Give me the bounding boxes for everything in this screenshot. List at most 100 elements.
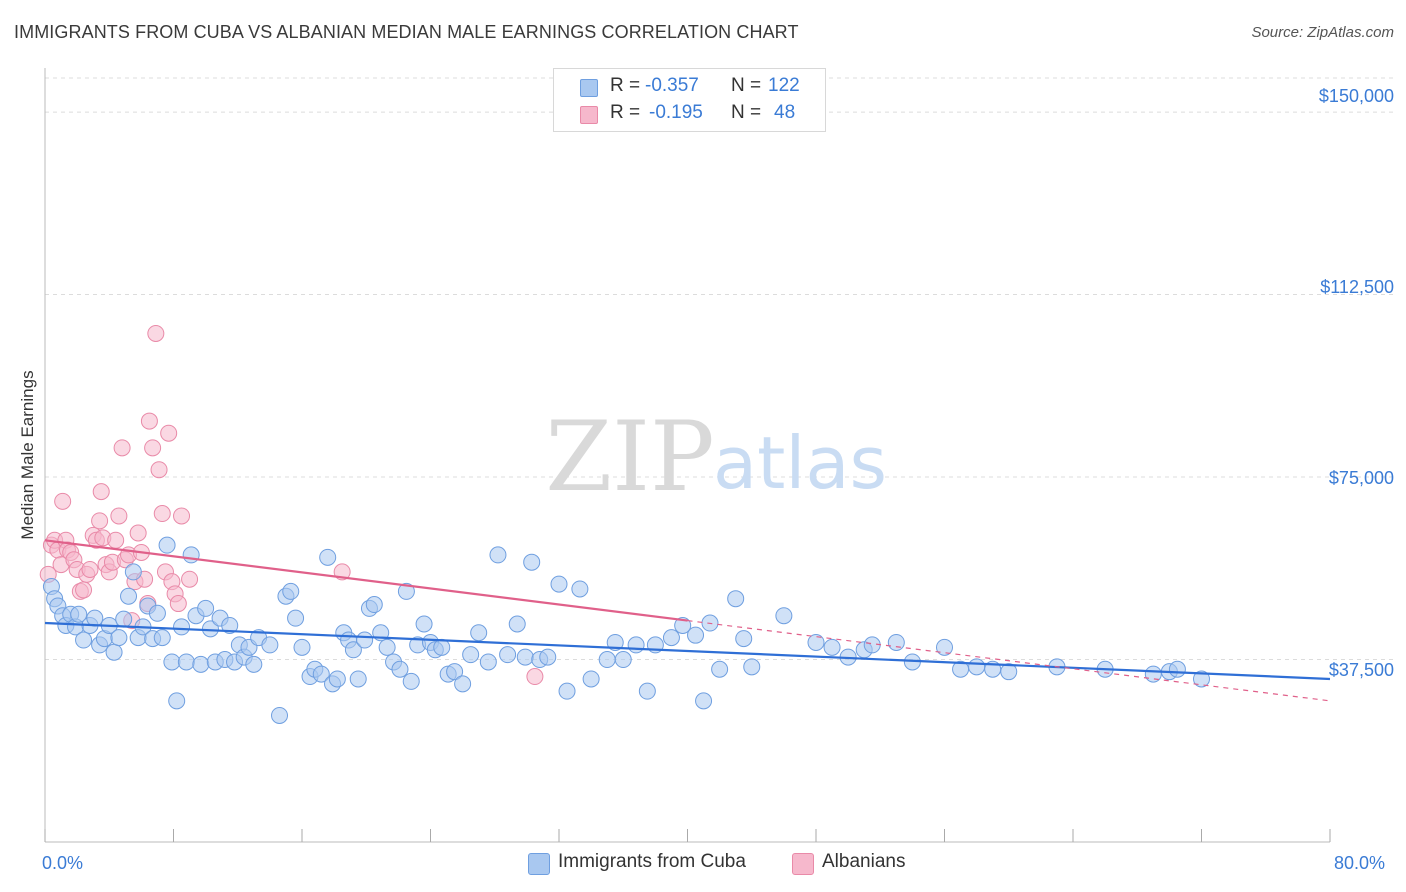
cuba-point xyxy=(727,590,745,608)
cuba-point xyxy=(1168,660,1186,678)
cuba-point xyxy=(86,609,104,627)
cuba-point xyxy=(391,660,409,678)
cuba-point xyxy=(120,587,138,605)
legend-label: Immigrants from Cuba xyxy=(558,851,746,872)
cuba-point xyxy=(158,536,176,554)
series-cuba-points xyxy=(42,536,1210,724)
cuba-point xyxy=(516,648,534,666)
cuba-point xyxy=(168,692,186,710)
cuba-point xyxy=(523,553,541,571)
cuba-point xyxy=(1144,665,1162,683)
chart-title: IMMIGRANTS FROM CUBA VS ALBANIAN MEDIAN … xyxy=(14,22,799,42)
cuba-point xyxy=(807,633,825,651)
x-tick-label-min: 0.0% xyxy=(42,853,84,873)
legend-swatch-albanians xyxy=(792,853,814,875)
r-value: -0.195 xyxy=(649,102,703,123)
stats-row-albanians: R = -0.195 N = 48 xyxy=(554,102,825,130)
cuba-point xyxy=(936,638,953,656)
albanians-point xyxy=(54,492,72,510)
cuba-point xyxy=(378,638,396,656)
cuba-point xyxy=(344,641,362,659)
cuba-point xyxy=(402,672,420,690)
cuba-point xyxy=(499,646,517,664)
cuba-point xyxy=(454,675,472,693)
swatch-cuba xyxy=(580,79,598,97)
swatch-albanians xyxy=(580,106,598,124)
albanians-point xyxy=(110,507,128,525)
cuba-point xyxy=(823,638,841,656)
cuba-point xyxy=(271,706,289,724)
cuba-point xyxy=(70,605,88,623)
cuba-point xyxy=(462,646,480,664)
stats-box: R = -0.357 N = 122 R = -0.195 N = 48 xyxy=(553,68,826,132)
cuba-point xyxy=(192,655,210,673)
albanians-point xyxy=(129,524,147,542)
cuba-point xyxy=(470,624,488,642)
cuba-point xyxy=(695,692,713,710)
cuba-point xyxy=(479,653,497,671)
watermark-atlas: atlas xyxy=(713,421,887,505)
source-note: Source: ZipAtlas.com xyxy=(1251,24,1394,41)
cuba-point xyxy=(173,618,191,636)
albanians-point xyxy=(107,531,125,549)
cuba-point xyxy=(687,626,705,644)
cuba-point xyxy=(397,582,415,600)
cuba-point xyxy=(197,599,215,617)
cuba-point xyxy=(489,546,507,564)
cuba-point xyxy=(287,609,305,627)
albanians-point xyxy=(160,424,178,442)
cuba-point xyxy=(1000,663,1018,681)
cuba-point xyxy=(328,670,346,688)
cuba-point xyxy=(365,596,383,614)
cuba-point xyxy=(75,631,93,649)
cuba-point xyxy=(775,607,793,625)
n-value: 48 xyxy=(774,102,796,123)
watermark-zip: ZIP xyxy=(545,401,714,513)
y-axis-label: Median Male Earnings xyxy=(18,370,37,540)
legend-swatch-cuba xyxy=(528,853,550,875)
albanians-point xyxy=(75,581,93,599)
cuba-point xyxy=(124,563,142,581)
cuba-point xyxy=(349,670,367,688)
albanians-point xyxy=(81,560,99,578)
axes xyxy=(44,68,1331,843)
cuba-point xyxy=(148,604,166,622)
grid-lines xyxy=(45,77,1394,661)
trend-lines xyxy=(44,539,1331,702)
cuba-point xyxy=(606,633,624,651)
albanians-point xyxy=(181,570,199,588)
cuba-point xyxy=(163,653,181,671)
cuba-point xyxy=(115,610,133,628)
cuba-point xyxy=(539,648,557,666)
cuba-point xyxy=(743,658,761,676)
cuba-point xyxy=(887,633,905,651)
cuba-point xyxy=(614,651,632,669)
n-value: 122 xyxy=(768,75,800,96)
albanians-point xyxy=(140,412,158,430)
albanians-point xyxy=(526,668,544,686)
cuba-point xyxy=(558,682,576,700)
albanians-point xyxy=(91,512,109,530)
albanians-trend-extension xyxy=(687,619,1331,702)
r-value: -0.357 xyxy=(645,75,699,96)
albanians-point xyxy=(92,483,110,501)
cuba-trend-line xyxy=(44,621,1331,681)
cuba-point xyxy=(508,615,526,633)
cuba-point xyxy=(182,546,200,564)
cuba-point xyxy=(153,629,171,647)
cuba-point xyxy=(433,638,451,656)
albanians-point xyxy=(150,461,168,479)
cuba-point xyxy=(582,670,600,688)
y-tick-label: $37,500 xyxy=(1328,660,1394,680)
albanians-point xyxy=(169,595,187,613)
cuba-point xyxy=(638,682,656,700)
cuba-point xyxy=(446,663,464,681)
x-tick-label-max: 80.0% xyxy=(1334,853,1386,873)
albanians-point xyxy=(153,505,171,523)
cuba-point xyxy=(221,616,239,634)
cuba-point xyxy=(312,665,330,683)
n-label: N = xyxy=(731,75,762,96)
cuba-point xyxy=(662,629,680,647)
cuba-point xyxy=(282,582,300,600)
